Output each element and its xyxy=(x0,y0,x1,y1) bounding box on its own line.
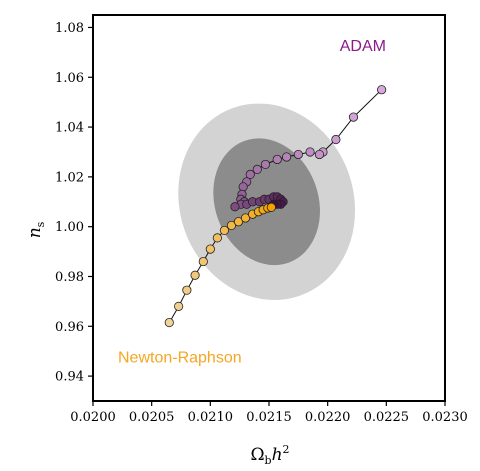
x-axis-ticks: 0.0200 0.0205 0.0210 0.0215 0.0220 0.0225 0.02… xyxy=(70,401,468,425)
y-tick-label: 1.08 xyxy=(55,21,84,36)
y-tick-label: 0.98 xyxy=(55,270,84,285)
adam-point xyxy=(305,147,315,157)
newton-raphson-point xyxy=(219,225,230,236)
newton-raphson-point xyxy=(164,317,174,328)
newton-raphson-point xyxy=(174,301,184,311)
x-axis-label: Ωbh2 xyxy=(250,443,289,467)
adam-point xyxy=(230,202,240,212)
y-axis-ticks: 0.94 0.96 0.98 1.00 1.02 1.04 1.06 1.08 xyxy=(55,21,93,385)
newton-raphson-point xyxy=(226,220,237,231)
adam-point xyxy=(377,85,387,95)
y-tick-label: 1.00 xyxy=(55,220,84,235)
adam-point xyxy=(293,149,303,160)
newton-raphson-point xyxy=(212,233,222,243)
x-tick-label: 0.0200 xyxy=(70,410,116,425)
adam-point xyxy=(260,159,271,170)
x-tick-label: 0.0210 xyxy=(188,410,234,425)
series-labels: ADAM Newton-Raphson xyxy=(118,38,386,366)
x-tick-label: 0.0205 xyxy=(129,410,175,425)
newton-raphson-point xyxy=(182,285,192,295)
newton-raphson-point xyxy=(205,244,215,254)
x-tick-label: 0.0225 xyxy=(364,410,410,425)
x-tick-label: 0.0220 xyxy=(305,410,351,425)
newton-raphson-label: Newton-Raphson xyxy=(118,349,242,366)
y-tick-label: 0.96 xyxy=(55,320,84,335)
y-tick-label: 1.04 xyxy=(55,121,84,136)
newton-raphson-point xyxy=(240,213,251,223)
adam-point xyxy=(252,164,262,174)
y-axis-label: ns xyxy=(25,221,47,238)
newton-raphson-point xyxy=(233,217,244,227)
y-tick-label: 1.06 xyxy=(55,71,84,86)
adam-point xyxy=(238,182,248,192)
adam-point xyxy=(245,169,255,179)
adam-point xyxy=(331,134,341,145)
adam-point xyxy=(314,149,325,160)
adam-point xyxy=(281,152,292,162)
y-tick-label: 0.94 xyxy=(55,370,84,385)
newton-raphson-point xyxy=(190,270,200,280)
newton-raphson-point xyxy=(198,256,208,267)
newton-raphson-point xyxy=(266,202,276,212)
y-tick-label: 1.02 xyxy=(55,170,84,185)
adam-label: ADAM xyxy=(340,38,386,55)
trajectory-points xyxy=(164,85,387,328)
adam-point xyxy=(348,112,359,122)
x-tick-label: 0.0215 xyxy=(246,410,292,425)
adam-point xyxy=(272,154,282,165)
x-tick-label: 0.0230 xyxy=(422,410,468,425)
